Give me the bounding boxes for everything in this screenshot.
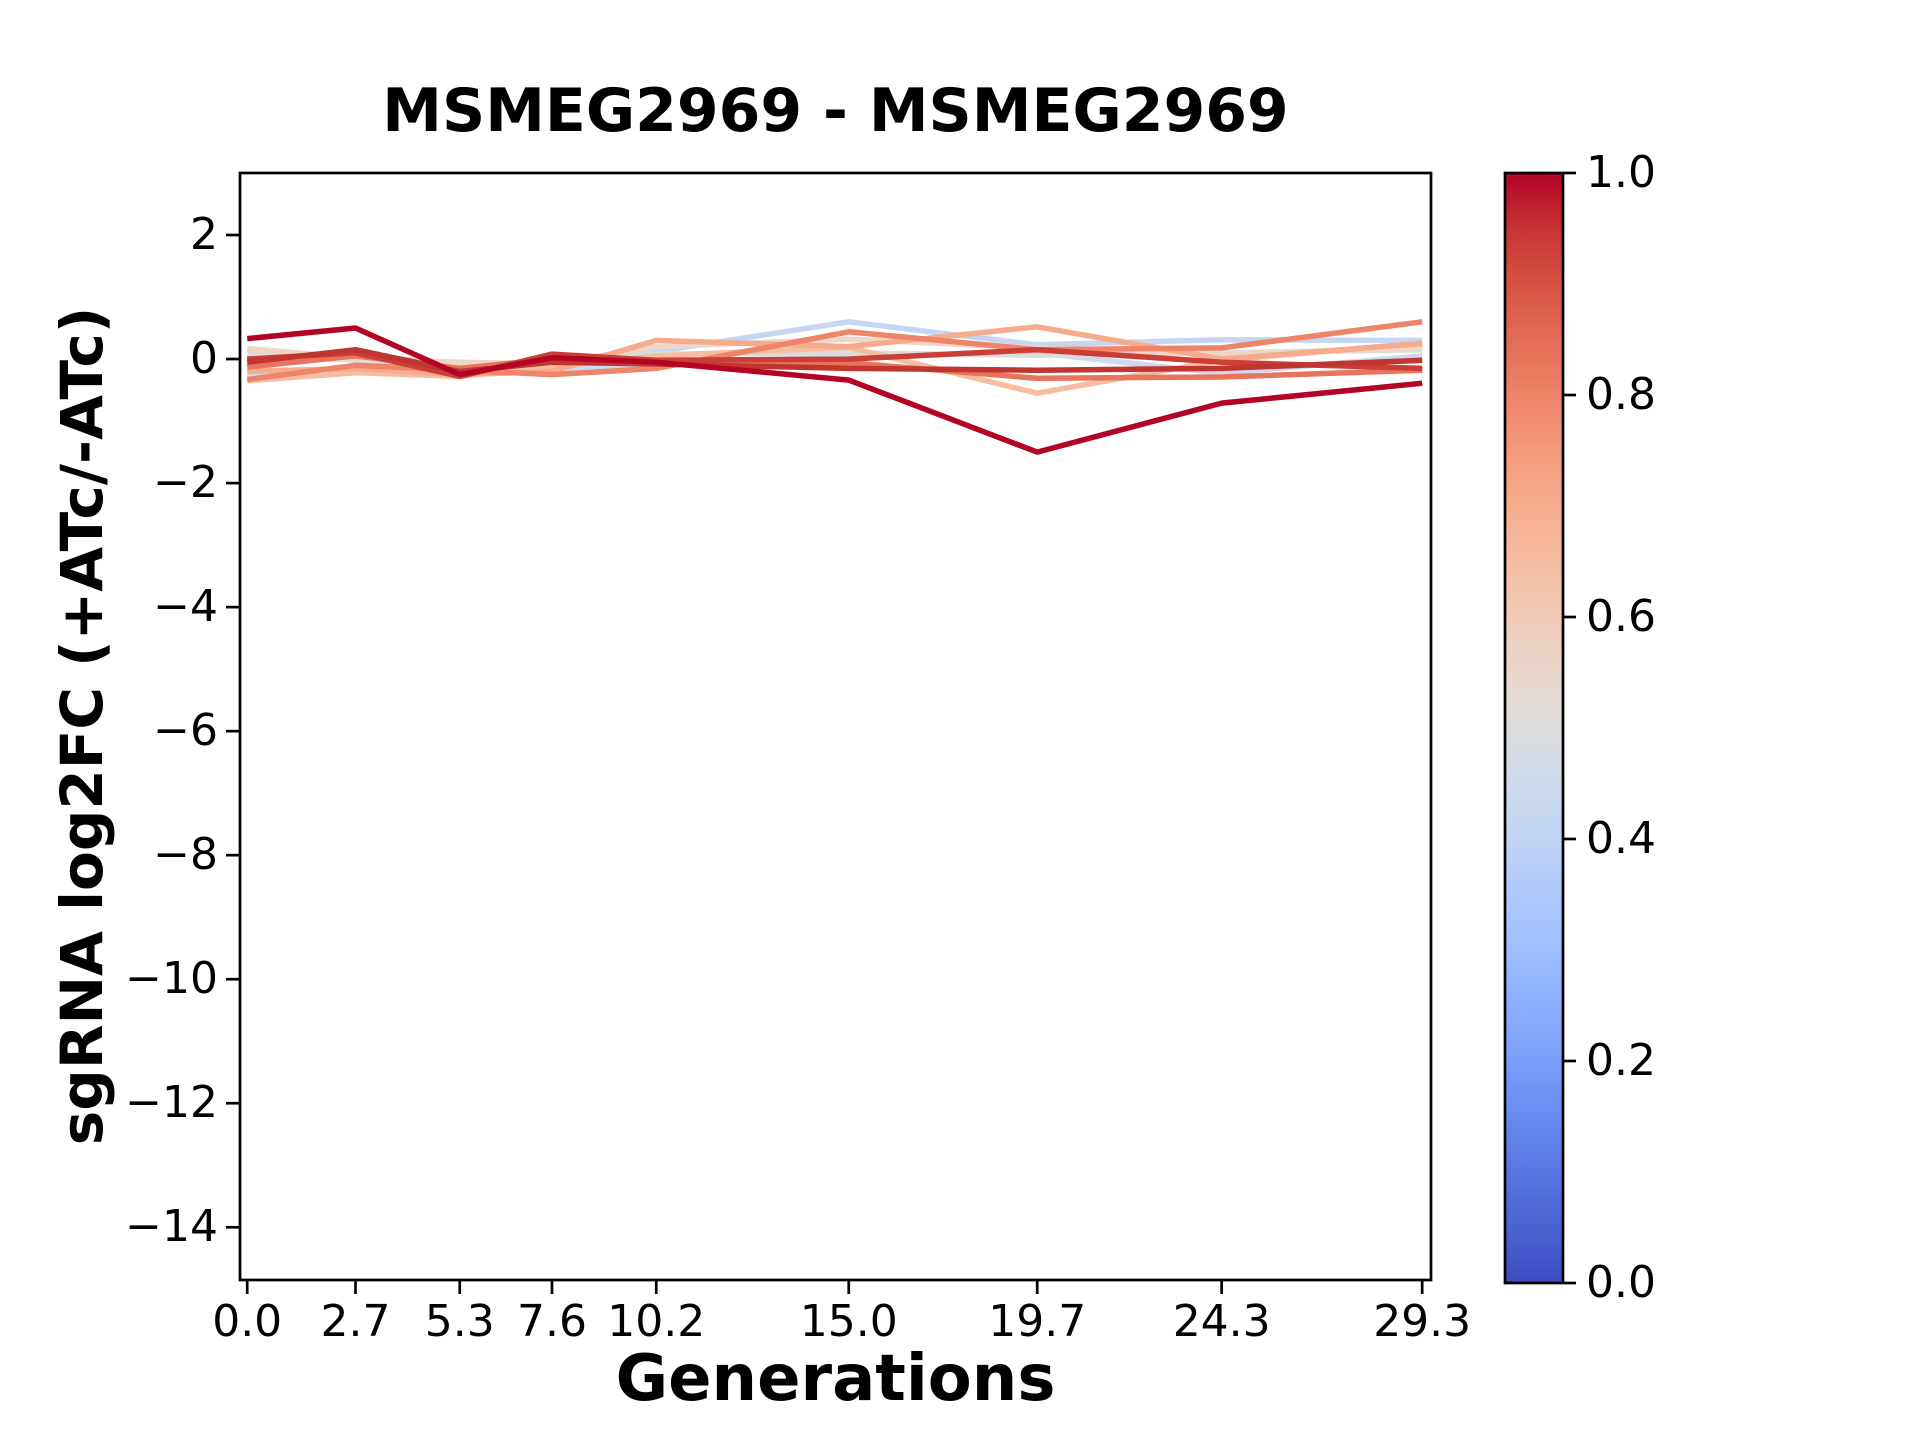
series-line-08 [246,353,1423,382]
series-line-02 [247,319,1423,367]
colorbar-tick-label: 0.2 [1586,1035,1656,1086]
x-tick-label: 10.2 [607,1296,706,1347]
x-tick-label: 29.3 [1373,1296,1472,1347]
x-tick-label: 24.3 [1172,1296,1271,1347]
colorbar-tick-label: 1.0 [1586,147,1656,198]
x-tick-label: 15.0 [799,1296,898,1347]
x-tick-label: 2.7 [320,1296,391,1347]
x-tick-label: 5.3 [424,1296,495,1347]
series-line-05 [246,340,1423,396]
x-tick-label: 0.0 [212,1296,283,1347]
y-tick-label: −2 [153,457,218,509]
x-axis-label: Generations [615,1342,1056,1416]
chart-title: MSMEG2969 - MSMEG2969 [382,76,1289,146]
series-line-09 [247,346,1423,380]
x-tick-label: 7.6 [516,1296,587,1347]
colorbar-tick-label: 0.4 [1586,813,1656,864]
y-tick-label: −8 [153,829,218,881]
series-line-01 [246,350,1423,379]
series-line-04 [246,336,1423,367]
y-tick-label: 2 [190,209,218,261]
y-tick-label: −14 [125,1201,218,1253]
y-tick-label: −6 [153,705,218,757]
colorbar-tick-label: 0.8 [1586,369,1656,420]
axes-spines [238,171,1433,1282]
y-tick-label: −4 [153,581,218,633]
y-tick-label: −12 [125,1077,218,1129]
series-line-10 [246,346,1423,375]
series-line-07 [246,319,1423,383]
colorbar-tick-label: 0.0 [1586,1257,1656,1308]
series-line-11 [246,325,1423,455]
y-tick-label: 0 [190,333,218,385]
colorbar [1505,173,1563,1283]
series-line-03 [247,346,1423,370]
x-tick-label: 19.7 [988,1296,1087,1347]
colorbar-tick-label: 0.6 [1586,591,1656,642]
series-line-06 [247,324,1423,378]
y-tick-label: −10 [125,953,218,1005]
